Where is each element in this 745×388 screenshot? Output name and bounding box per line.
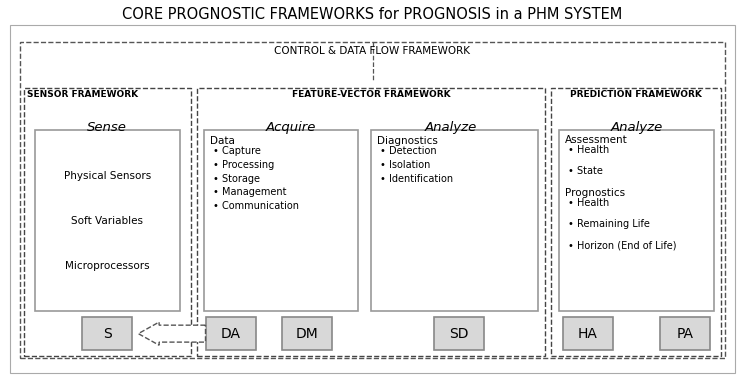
- Text: • Identification: • Identification: [380, 173, 453, 184]
- Bar: [35, 130, 180, 312]
- Bar: [551, 88, 721, 356]
- Text: SENSOR FRAMEWORK: SENSOR FRAMEWORK: [28, 90, 139, 99]
- Text: DM: DM: [296, 327, 319, 341]
- Text: PREDICTION FRAMEWORK: PREDICTION FRAMEWORK: [571, 90, 703, 99]
- Bar: [20, 42, 725, 358]
- Bar: [562, 317, 613, 350]
- Text: S: S: [103, 327, 112, 341]
- Text: • State: • State: [568, 166, 603, 176]
- Text: Microprocessors: Microprocessors: [65, 261, 150, 271]
- Bar: [204, 130, 358, 312]
- Text: • Capture: • Capture: [213, 146, 261, 156]
- Text: DA: DA: [221, 327, 241, 341]
- Text: • Storage: • Storage: [213, 173, 260, 184]
- Text: • Health: • Health: [568, 198, 609, 208]
- Text: Physical Sensors: Physical Sensors: [63, 171, 150, 181]
- Text: Assessment: Assessment: [565, 135, 627, 146]
- Bar: [660, 317, 710, 350]
- Bar: [434, 317, 484, 350]
- Text: Acquire: Acquire: [266, 121, 316, 134]
- Text: Analyze: Analyze: [425, 121, 478, 134]
- Text: FEATURE-VECTOR FRAMEWORK: FEATURE-VECTOR FRAMEWORK: [292, 90, 450, 99]
- Bar: [82, 317, 133, 350]
- Bar: [24, 88, 191, 356]
- Text: Data: Data: [210, 136, 235, 146]
- Bar: [197, 88, 545, 356]
- Text: Prognostics: Prognostics: [565, 188, 625, 198]
- Bar: [206, 317, 256, 350]
- Text: CORE PROGNOSTIC FRAMEWORKS for PROGNOSIS in a PHM SYSTEM: CORE PROGNOSTIC FRAMEWORKS for PROGNOSIS…: [122, 7, 623, 22]
- Text: • Remaining Life: • Remaining Life: [568, 219, 650, 229]
- Text: • Health: • Health: [568, 145, 609, 155]
- Text: • Horizon (End of Life): • Horizon (End of Life): [568, 240, 676, 250]
- Bar: [559, 130, 714, 312]
- Text: SD: SD: [449, 327, 469, 341]
- Text: • Detection: • Detection: [380, 146, 437, 156]
- Text: • Management: • Management: [213, 187, 286, 197]
- Text: PA: PA: [676, 327, 694, 341]
- Text: • Processing: • Processing: [213, 160, 274, 170]
- Text: • Communication: • Communication: [213, 201, 299, 211]
- Polygon shape: [139, 322, 206, 345]
- Text: CONTROL & DATA FLOW FRAMEWORK: CONTROL & DATA FLOW FRAMEWORK: [274, 46, 471, 56]
- Text: Soft Variables: Soft Variables: [72, 216, 143, 226]
- Text: Analyze: Analyze: [610, 121, 662, 134]
- Bar: [371, 130, 538, 312]
- Text: HA: HA: [578, 327, 597, 341]
- Text: Diagnostics: Diagnostics: [377, 136, 438, 146]
- Text: Sense: Sense: [87, 121, 127, 134]
- Bar: [282, 317, 332, 350]
- Text: • Isolation: • Isolation: [380, 160, 431, 170]
